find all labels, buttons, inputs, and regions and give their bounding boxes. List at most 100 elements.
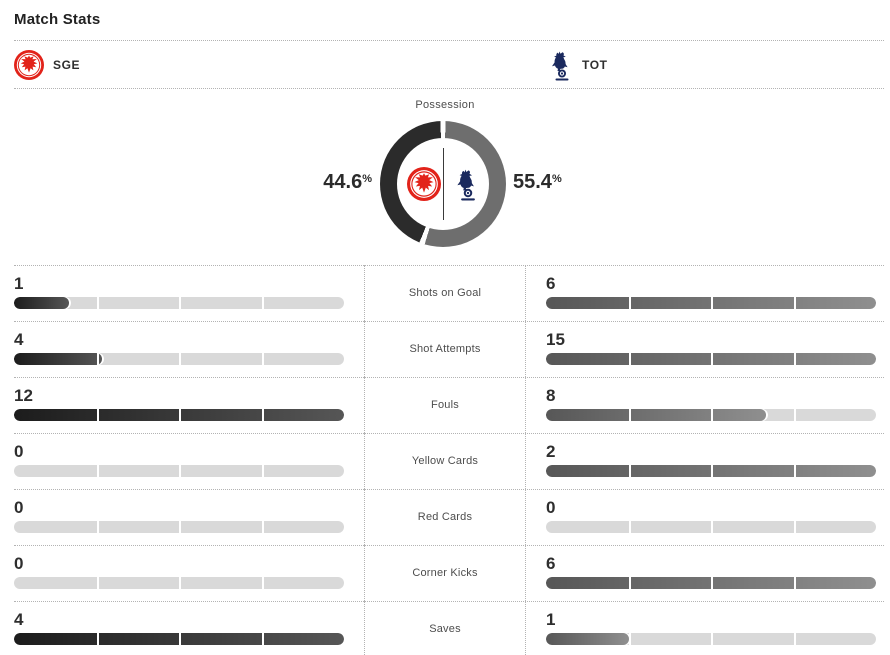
away-stat-cell: 6 — [526, 265, 890, 321]
tottenham-hotspur-crest-icon — [457, 169, 475, 201]
away-stat-value: 1 — [546, 610, 556, 629]
eintracht-frankfurt-crest-icon — [14, 50, 44, 80]
possession-section: Possession 44.6% 55.4% — [0, 89, 890, 265]
away-stat-value: 6 — [546, 554, 556, 573]
away-stat-value: 6 — [546, 274, 556, 293]
home-possession-value: 44.6% — [323, 171, 372, 193]
home-stat-value: 0 — [14, 554, 24, 573]
away-stat-bar — [546, 465, 876, 477]
away-stat-value: 0 — [546, 498, 556, 517]
away-stat-bar — [546, 521, 876, 533]
row-divider — [14, 489, 884, 490]
home-stat-bar — [14, 465, 344, 477]
away-stat-bar-fill — [546, 409, 766, 421]
stat-row: 0 Yellow Cards 2 — [0, 433, 890, 489]
away-stat-bar-fill — [546, 633, 629, 645]
home-stat-bar — [14, 577, 344, 589]
header-divider — [14, 40, 884, 41]
away-stat-bar — [546, 633, 876, 645]
home-stat-bar — [14, 633, 344, 645]
stat-label: Yellow Cards — [411, 455, 479, 467]
home-stat-bar-fill — [14, 297, 69, 309]
stat-label-cell: Saves — [364, 601, 526, 655]
away-stat-bar — [546, 577, 876, 589]
stat-label: Shot Attempts — [409, 343, 481, 355]
stat-label-cell: Yellow Cards — [364, 433, 526, 489]
stat-label: Red Cards — [417, 511, 473, 523]
away-stat-cell: 8 — [526, 377, 890, 433]
stat-label: Fouls — [431, 399, 459, 411]
away-stat-cell: 15 — [526, 321, 890, 377]
away-stat-cell: 1 — [526, 601, 890, 655]
home-team[interactable]: SGE — [14, 41, 80, 89]
tottenham-hotspur-crest-icon — [552, 51, 569, 81]
home-stat-cell: 0 — [0, 433, 364, 489]
stat-label-cell: Shots on Goal — [364, 265, 526, 321]
row-divider — [14, 545, 884, 546]
away-stat-value: 15 — [546, 330, 565, 349]
stat-label: Shots on Goal — [408, 287, 482, 299]
away-stat-bar — [546, 409, 876, 421]
percent-sign: % — [551, 173, 562, 185]
away-stat-value: 8 — [546, 386, 556, 405]
home-stat-cell: 4 — [0, 321, 364, 377]
away-team-abbr: TOT — [582, 58, 608, 72]
away-possession-value: 55.4% — [513, 171, 562, 193]
stat-row: 1 Shots on Goal 6 — [0, 265, 890, 321]
away-team-logo — [551, 49, 573, 81]
row-divider — [14, 601, 884, 602]
away-stat-cell: 2 — [526, 433, 890, 489]
stat-label: Saves — [429, 623, 461, 635]
team-strip: SGE TOT — [0, 41, 890, 89]
team-strip-divider — [14, 88, 884, 89]
percent-sign: % — [362, 173, 372, 185]
stat-row: 4 Shot Attempts 15 — [0, 321, 890, 377]
home-stat-value: 1 — [14, 274, 24, 293]
header: Match Stats — [0, 0, 890, 41]
home-stat-bar — [14, 521, 344, 533]
stat-row: 0 Corner Kicks 6 — [0, 545, 890, 601]
home-stat-cell: 0 — [0, 545, 364, 601]
home-stat-bar-fill — [14, 353, 102, 365]
stat-label-cell: Shot Attempts — [364, 321, 526, 377]
away-team[interactable]: TOT — [551, 41, 608, 89]
stat-label-cell: Fouls — [364, 377, 526, 433]
home-stat-cell: 1 — [0, 265, 364, 321]
away-stat-cell: 0 — [526, 489, 890, 545]
home-stat-cell: 0 — [0, 489, 364, 545]
home-stat-cell: 4 — [0, 601, 364, 655]
away-team-logo-small — [456, 167, 480, 201]
home-stat-value: 12 — [14, 386, 33, 405]
stats-table: 1 Shots on Goal 6 4 Shot Attempt — [0, 265, 890, 655]
eintracht-frankfurt-crest-icon — [407, 167, 441, 201]
home-team-abbr: SGE — [53, 58, 81, 72]
row-divider — [14, 321, 884, 322]
away-stat-value: 2 — [546, 442, 556, 461]
home-stat-bar — [14, 353, 344, 365]
row-divider — [14, 433, 884, 434]
stat-row: 0 Red Cards 0 — [0, 489, 890, 545]
row-divider — [14, 265, 884, 266]
row-divider — [14, 377, 884, 378]
stat-label: Corner Kicks — [412, 567, 478, 579]
stat-row: 4 Saves 1 — [0, 601, 890, 655]
stat-label-cell: Red Cards — [364, 489, 526, 545]
home-stat-bar — [14, 409, 344, 421]
possession-title: Possession — [415, 99, 475, 111]
home-stat-value: 0 — [14, 442, 24, 461]
stat-label-cell: Corner Kicks — [364, 545, 526, 601]
possession-donut-center — [397, 138, 489, 230]
home-stat-bar — [14, 297, 344, 309]
stat-row: 12 Fouls 8 — [0, 377, 890, 433]
home-team-logo — [14, 50, 44, 80]
home-stat-value: 4 — [14, 330, 24, 349]
away-stat-cell: 6 — [526, 545, 890, 601]
home-stat-value: 0 — [14, 498, 24, 517]
donut-center-divider — [443, 148, 444, 220]
home-team-logo-small — [407, 167, 441, 201]
possession-donut-chart — [380, 121, 506, 247]
home-stat-value: 4 — [14, 610, 24, 629]
page-title: Match Stats — [14, 11, 101, 28]
home-stat-cell: 12 — [0, 377, 364, 433]
